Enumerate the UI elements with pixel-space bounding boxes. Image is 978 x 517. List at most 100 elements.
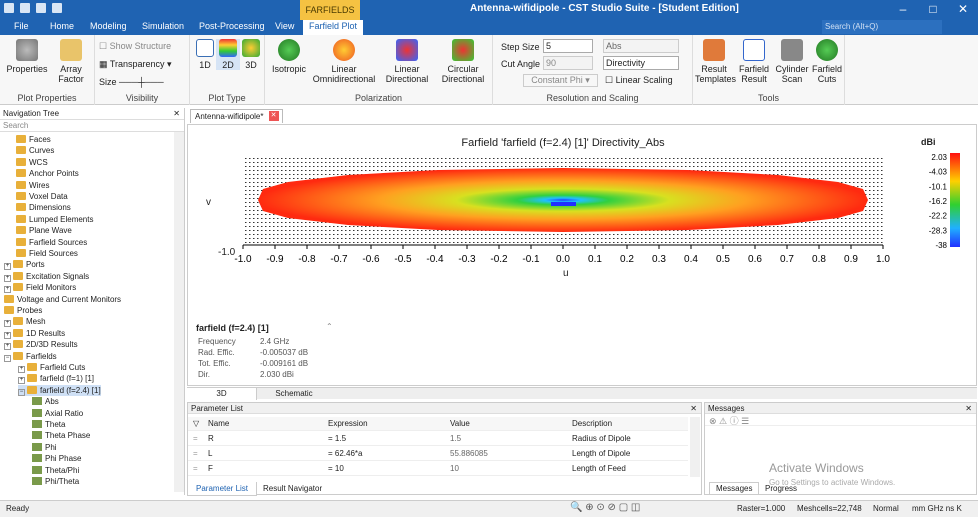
filter-icon[interactable]: ▽ <box>193 419 200 428</box>
tree-item[interactable]: + farfield (f=1) [1] <box>18 373 94 385</box>
circular-directional-button[interactable]: Circular Directional <box>437 39 489 84</box>
view-tools-icons[interactable]: 🔍 ⊕ ⊙ ⊘ ▢ ◫ <box>570 502 641 513</box>
params-scrollbar[interactable] <box>690 417 700 477</box>
expand-icon[interactable]: + <box>4 343 11 351</box>
menu-modeling[interactable]: Modeling <box>90 21 127 31</box>
menu-simulation[interactable]: Simulation <box>142 21 185 31</box>
tree-item[interactable]: Anchor Points <box>16 168 79 179</box>
properties-button[interactable]: Properties <box>6 39 48 74</box>
quick-access-toolbar[interactable] <box>4 3 62 13</box>
tree-item[interactable]: +1D Results <box>4 328 65 339</box>
tab-schematic[interactable]: Schematic <box>275 389 313 398</box>
tree-item[interactable]: Theta/Phi <box>32 465 79 476</box>
tree-item[interactable]: WCS <box>16 157 48 168</box>
tree-item[interactable]: Abs <box>32 396 59 407</box>
tab-3d[interactable]: 3D <box>187 388 257 400</box>
tree-item[interactable]: − farfield (f=2.4) [1] <box>18 384 101 396</box>
expand-icon[interactable]: + <box>18 366 25 373</box>
document-tab[interactable]: Antenna-wifidipole* ✕ <box>190 109 283 123</box>
tree-item[interactable]: Dimensions <box>16 202 71 213</box>
tab-progress[interactable]: Progress <box>765 484 798 493</box>
close-icon[interactable]: ✕ <box>173 109 180 118</box>
tree-item[interactable]: + Field Monitors <box>4 282 76 294</box>
array-factor-button[interactable]: Array Factor <box>52 39 90 84</box>
menu-file[interactable]: File <box>14 21 29 31</box>
size-slider[interactable]: Size ───┼─── <box>99 77 164 87</box>
tree-item[interactable]: Voltage and Current Monitors <box>4 294 121 305</box>
tab-result-navigator[interactable]: Result Navigator <box>263 484 323 493</box>
expand-icon[interactable]: + <box>18 377 25 385</box>
nav-search-input[interactable]: Search <box>0 120 184 132</box>
tree-item[interactable]: Voxel Data <box>16 191 68 202</box>
plot-2d-button[interactable]: 2D <box>216 39 240 70</box>
tree-item[interactable]: Lumped Elements <box>16 214 93 225</box>
tree-item[interactable]: Phi <box>32 442 57 453</box>
tree-item[interactable]: + Mesh <box>4 316 46 328</box>
open-icon[interactable] <box>36 3 46 13</box>
menu-farfield-plot[interactable]: Farfield Plot <box>303 20 364 35</box>
save-icon[interactable] <box>4 3 14 13</box>
show-structure-checkbox[interactable]: ☐ Show Structure <box>99 41 172 51</box>
expand-icon[interactable]: − <box>18 388 25 396</box>
menu-post-processing[interactable]: Post-Processing <box>199 21 265 31</box>
search-input[interactable]: Search (Alt+Q) <box>822 20 942 34</box>
cut-angle-input[interactable]: 90 <box>543 56 593 70</box>
table-row[interactable]: = R = 1.5 1.5 Radius of Dipole <box>188 432 688 446</box>
messages-toolbar[interactable]: ⊗ ⚠ ⓘ ☰ <box>705 414 976 426</box>
table-row[interactable]: = F = 10 10 Length of Feed <box>188 462 688 476</box>
tree-scrollbar[interactable] <box>174 132 184 492</box>
farfield-result-button[interactable]: Farfield Result <box>737 39 771 84</box>
step-size-input[interactable]: 5 <box>543 39 593 53</box>
menu-home[interactable]: Home <box>50 21 75 31</box>
tree-item[interactable]: Phi/Theta <box>32 476 79 487</box>
plot-1d-button[interactable]: 1D <box>194 39 216 70</box>
abs-dropdown[interactable]: Abs <box>603 39 679 53</box>
transparency-dropdown[interactable]: ▦ Transparency ▾ <box>99 59 172 69</box>
tree-item[interactable]: Field Sources <box>16 248 78 259</box>
tree-item[interactable]: Phi Phase <box>32 453 81 464</box>
constant-phi-dropdown[interactable]: Constant Phi ▾ <box>523 74 598 87</box>
close-window-button[interactable]: ✕ <box>957 2 969 16</box>
close-tab-icon[interactable]: ✕ <box>268 111 279 121</box>
tree-item[interactable]: Probes <box>4 305 42 316</box>
close-icon[interactable]: ✕ <box>690 404 697 413</box>
linear-directional-button[interactable]: Linear Directional <box>381 39 433 84</box>
tree-item[interactable]: + Excitation Signals <box>4 271 89 282</box>
linear-omni-button[interactable]: Linear Omnidirectional <box>311 39 377 84</box>
menu-view[interactable]: View <box>275 21 295 31</box>
tree-item[interactable]: Curves <box>16 145 54 156</box>
tree-item[interactable]: − Farfields <box>4 351 57 362</box>
tree-item[interactable]: Theta <box>32 419 65 430</box>
expand-icon[interactable]: + <box>4 331 11 339</box>
farfield-cuts-button[interactable]: Farfield Cuts <box>811 39 843 84</box>
expand-icon[interactable]: − <box>4 354 11 362</box>
table-row[interactable]: = L = 62.46*a 55.886085 Length of Dipole <box>188 447 688 461</box>
directivity-dropdown[interactable]: Directivity <box>603 56 679 70</box>
new-icon[interactable] <box>20 3 30 13</box>
tree-item[interactable]: Plane Wave <box>16 225 72 236</box>
result-templates-button[interactable]: Result Templates <box>695 39 736 84</box>
tree-item[interactable]: Axial Ratio <box>32 408 83 419</box>
plot-3d-button[interactable]: 3D <box>240 39 262 70</box>
tree-item[interactable]: + Ports <box>4 259 45 271</box>
linear-scaling-checkbox[interactable]: ☐ Linear Scaling <box>605 75 673 85</box>
tree-item[interactable]: + Farfield Cuts <box>18 362 85 373</box>
expand-icon[interactable]: + <box>4 320 11 328</box>
minimize-button[interactable]: – <box>899 2 907 16</box>
expand-icon[interactable]: + <box>4 263 11 271</box>
expand-icon[interactable]: + <box>4 286 11 294</box>
cylinder-scan-button[interactable]: Cylinder Scan <box>775 39 809 84</box>
maximize-button[interactable]: □ <box>929 2 937 16</box>
close-icon[interactable]: ✕ <box>965 404 972 413</box>
expand-icon[interactable]: + <box>4 274 11 282</box>
tab-messages[interactable]: Messages <box>709 482 760 494</box>
tree-item[interactable]: Farfield Sources <box>16 237 87 248</box>
undo-icon[interactable] <box>52 3 62 13</box>
farfield-plot-area[interactable]: Farfield 'farfield (f=2.4) [1]' Directiv… <box>187 124 977 386</box>
tree-item[interactable]: Wires <box>16 180 49 191</box>
tree-item[interactable]: Faces <box>16 134 51 145</box>
tab-parameter-list[interactable]: Parameter List <box>187 482 258 496</box>
tree-item[interactable]: Theta Phase <box>32 430 90 441</box>
isotropic-button[interactable]: Isotropic <box>269 39 309 74</box>
collapse-icon[interactable]: ⌃ <box>326 322 333 331</box>
